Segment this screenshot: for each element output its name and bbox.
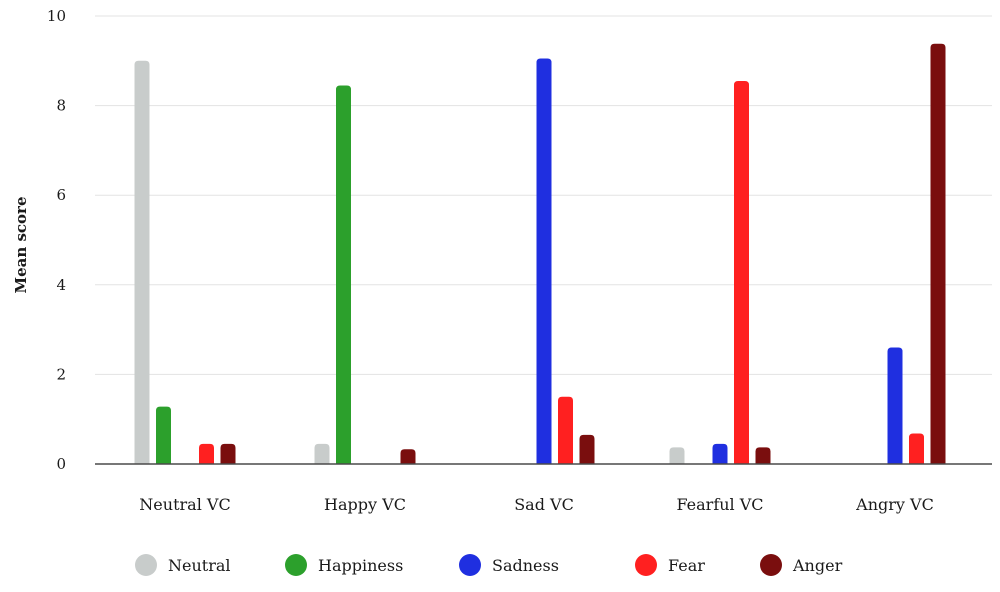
bar-fear-4 <box>909 433 924 464</box>
y-tick-label: 10 <box>47 7 66 25</box>
y-tick-label: 4 <box>56 276 66 294</box>
legend-item-happiness: Happiness <box>285 554 403 576</box>
bar-anger-3 <box>755 447 771 464</box>
bar-anger-4 <box>930 43 946 464</box>
y-tick-label: 2 <box>56 365 66 383</box>
legend-swatch <box>135 554 157 576</box>
bar-happiness-1 <box>336 85 351 464</box>
legend-swatch <box>760 554 782 576</box>
bar-neutral-0 <box>134 60 150 465</box>
bar-fear-3 <box>734 80 749 465</box>
bar-sadness-4 <box>887 347 903 464</box>
y-axis-ticks: 0 2 4 6 8 10 <box>47 7 66 473</box>
y-tick-label: 0 <box>56 455 66 473</box>
legend-swatch <box>459 554 481 576</box>
legend-swatch <box>285 554 307 576</box>
legend-label: Sadness <box>492 556 559 575</box>
legend: Neutral Happiness Sadness Fear Anger <box>135 554 843 576</box>
legend-item-anger: Anger <box>760 554 843 576</box>
x-category-label: Neutral VC <box>139 495 230 514</box>
x-axis-categories: Neutral VC Happy VC Sad VC Fearful VC Angry … <box>139 495 934 514</box>
legend-label: Neutral <box>168 556 231 575</box>
bars <box>134 43 946 465</box>
legend-item-sadness: Sadness <box>459 554 559 576</box>
x-category-label: Fearful VC <box>676 495 763 514</box>
bar-sadness-2 <box>536 58 552 465</box>
legend-label: Happiness <box>318 556 403 575</box>
bar-fear-0 <box>199 443 214 464</box>
y-axis-label: Mean score <box>12 196 30 293</box>
legend-label: Fear <box>668 556 705 575</box>
bar-anger-1 <box>400 449 416 464</box>
x-category-label: Sad VC <box>514 495 574 514</box>
y-tick-label: 6 <box>56 186 66 204</box>
x-category-label: Angry VC <box>855 495 934 514</box>
bar-neutral-1 <box>314 443 330 464</box>
legend-item-neutral: Neutral <box>135 554 231 576</box>
legend-item-fear: Fear <box>635 554 705 576</box>
bar-neutral-3 <box>669 447 685 464</box>
y-tick-label: 8 <box>56 97 66 115</box>
legend-label: Anger <box>792 556 843 575</box>
bar-happiness-0 <box>156 406 171 464</box>
bar-anger-0 <box>220 443 236 464</box>
legend-swatch <box>635 554 657 576</box>
bar-anger-2 <box>579 434 595 464</box>
bar-fear-2 <box>558 396 573 464</box>
x-category-label: Happy VC <box>324 495 406 514</box>
bar-sadness-3 <box>712 443 728 464</box>
